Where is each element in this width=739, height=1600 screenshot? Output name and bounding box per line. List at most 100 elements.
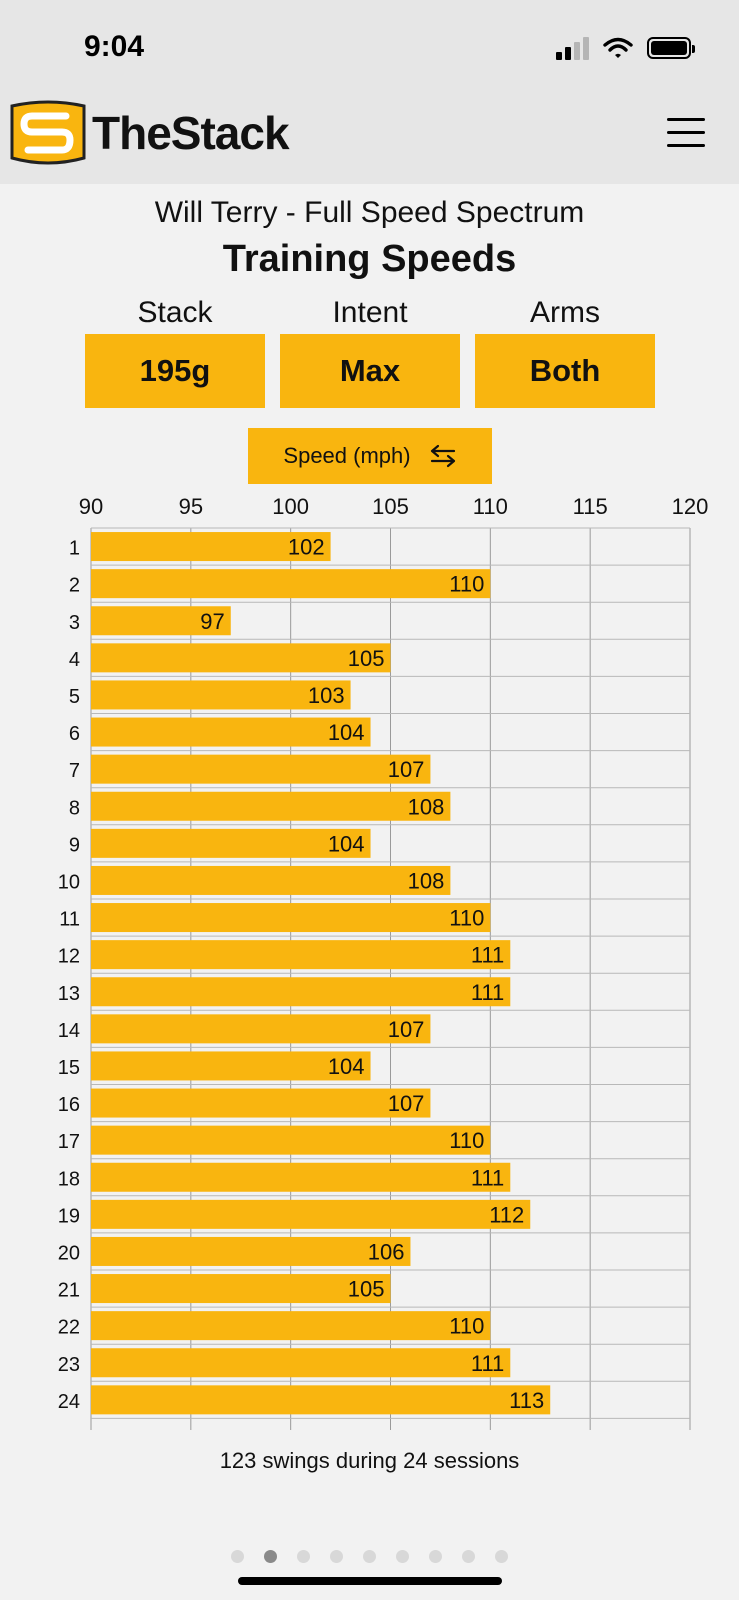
category-label: 12: [58, 946, 80, 968]
brand-name: TheStack: [92, 107, 290, 159]
battery-icon: [647, 37, 695, 59]
bar: [91, 865, 451, 895]
bar-value-label: 111: [471, 980, 504, 1005]
bar-value-label: 113: [509, 1388, 544, 1413]
bar: [91, 940, 511, 970]
x-tick-label: 100: [272, 494, 309, 519]
x-tick-label: 115: [573, 494, 608, 519]
x-tick-label: 110: [473, 494, 508, 519]
bar-value-label: 107: [388, 1091, 425, 1116]
category-label: 19: [58, 1205, 80, 1227]
stack-logo-icon: [10, 100, 86, 165]
wifi-icon: [603, 37, 633, 58]
bar-value-label: 110: [449, 1128, 484, 1153]
speed-bar-chart: 90 95 100 105 110 115 120102111029731054103510…: [58, 494, 709, 1430]
bar: [91, 1348, 511, 1378]
category-label: 23: [58, 1354, 80, 1376]
category-label: 24: [58, 1391, 80, 1413]
bar: [91, 1311, 491, 1341]
category-label: 17: [58, 1131, 80, 1153]
bar: [91, 903, 491, 933]
status-bar: 9:04: [0, 0, 739, 92]
page-dot[interactable]: [297, 1550, 310, 1563]
x-tick-label: 120: [672, 494, 709, 519]
bar: [91, 680, 351, 710]
bar-value-label: 112: [489, 1202, 524, 1227]
bar: [91, 1199, 531, 1229]
page-dot[interactable]: [231, 1550, 244, 1563]
category-label: 1: [69, 538, 80, 560]
status-icons: [556, 36, 695, 60]
filter-intent-label: Intent: [332, 296, 408, 329]
category-label: 2: [69, 575, 80, 597]
x-tick-label: 95: [179, 494, 203, 519]
bar: [91, 569, 491, 599]
bar: [91, 754, 431, 784]
status-time: 9:04: [84, 30, 145, 63]
category-label: 7: [69, 760, 80, 782]
bar: [91, 1236, 411, 1266]
category-label: 22: [58, 1317, 80, 1339]
page-indicator: [0, 1550, 739, 1563]
arms-button[interactable]: Both: [475, 334, 655, 408]
category-label: 4: [69, 649, 80, 671]
bar: [91, 532, 331, 562]
stack-button[interactable]: 195g: [85, 334, 265, 408]
page-dot[interactable]: [462, 1550, 475, 1563]
bar: [91, 1274, 391, 1304]
bar-value-label: 104: [328, 1054, 365, 1079]
intent-button[interactable]: Max: [280, 334, 460, 408]
cellular-signal-icon: [556, 36, 589, 60]
category-label: 13: [58, 983, 80, 1005]
category-label: 10: [58, 871, 80, 893]
bar-value-label: 110: [449, 572, 484, 597]
bar-value-label: 102: [288, 535, 325, 560]
bar-value-label: 107: [388, 1017, 425, 1042]
bar-value-label: 108: [408, 868, 445, 893]
bar: [91, 977, 511, 1007]
bar: [91, 828, 371, 858]
bar: [91, 791, 451, 821]
bar: [91, 1014, 431, 1044]
page-dot[interactable]: [363, 1550, 376, 1563]
bar-value-label: 111: [471, 943, 504, 968]
metric-toggle-label: Speed (mph): [283, 443, 411, 468]
bar: [91, 1162, 511, 1192]
category-label: 20: [58, 1242, 80, 1264]
page-subtitle: Will Terry - Full Speed Spectrum: [154, 196, 585, 229]
bar-value-label: 97: [200, 609, 224, 634]
category-label: 5: [69, 686, 80, 708]
page-dot[interactable]: [429, 1550, 442, 1563]
filter-arms: Arms Both: [475, 294, 655, 408]
filter-intent: Intent Max: [280, 294, 460, 408]
page-dot[interactable]: [396, 1550, 409, 1563]
app-header: TheStack: [0, 92, 739, 184]
bar-value-label: 104: [328, 720, 365, 745]
bar-value-label: 103: [308, 683, 345, 708]
home-indicator: [238, 1577, 502, 1585]
metric-toggle-button[interactable]: Speed (mph): [248, 428, 492, 484]
bar: [91, 1051, 371, 1081]
bar-value-label: 111: [471, 1165, 504, 1190]
hamburger-menu-icon[interactable]: [667, 118, 705, 150]
page-dot[interactable]: [264, 1550, 277, 1563]
category-label: 21: [58, 1280, 80, 1302]
bar: [91, 1088, 431, 1118]
category-label: 3: [69, 612, 80, 634]
bar-value-label: 110: [449, 906, 484, 931]
bar-value-label: 110: [449, 1314, 484, 1339]
bar-value-label: 106: [368, 1239, 405, 1264]
page-dot[interactable]: [495, 1550, 508, 1563]
category-label: 11: [59, 909, 80, 931]
page-title: Training Speeds: [222, 238, 517, 280]
filter-stack-label: Stack: [137, 296, 213, 329]
bar-value-label: 107: [388, 757, 425, 782]
swap-arrows-icon: [430, 444, 455, 468]
x-tick-label: 105: [372, 494, 409, 519]
bar: [91, 606, 231, 636]
bar-value-label: 104: [328, 831, 365, 856]
category-label: 8: [69, 797, 80, 819]
bar-value-label: 105: [348, 1277, 385, 1302]
page-dot[interactable]: [330, 1550, 343, 1563]
category-label: 14: [58, 1020, 80, 1042]
